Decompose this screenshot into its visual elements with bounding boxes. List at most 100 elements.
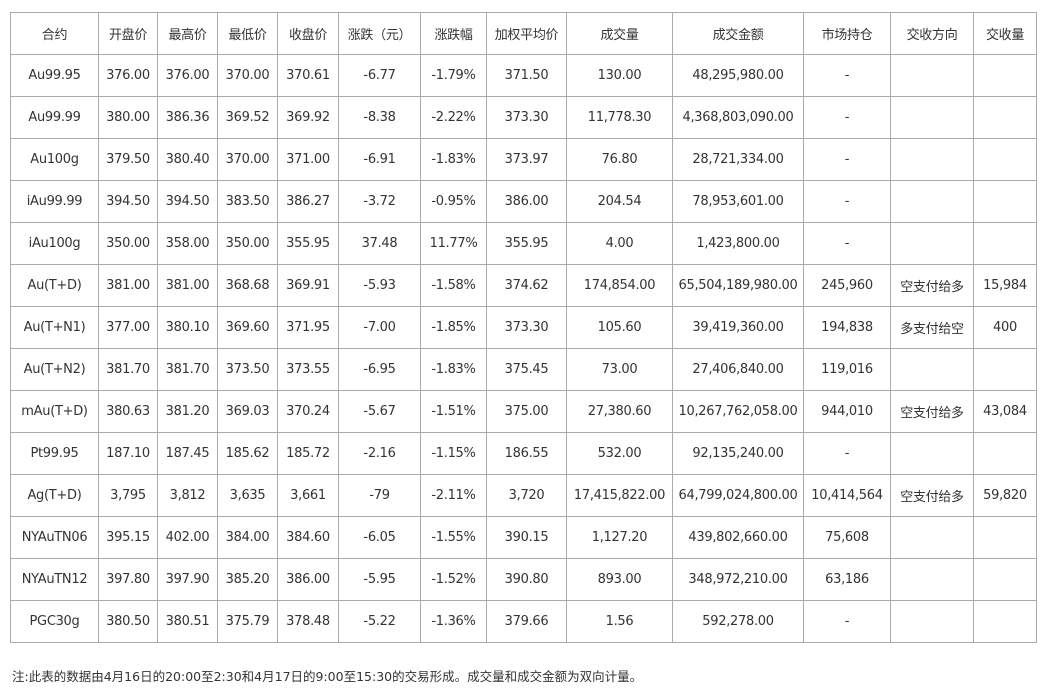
table-cell: 386.00	[486, 180, 567, 223]
table-cell: -6.95	[338, 348, 421, 391]
table-cell: NYAuTN06	[10, 516, 99, 559]
table-cell: 39,419,360.00	[672, 306, 804, 349]
table-cell: 394.50	[98, 180, 158, 223]
table-cell: 380.10	[157, 306, 218, 349]
table-cell: -1.55%	[420, 516, 487, 559]
table-cell: 386.36	[157, 96, 218, 139]
table-cell: NYAuTN12	[10, 558, 99, 601]
table-cell: -0.95%	[420, 180, 487, 223]
table-cell: 373.50	[217, 348, 278, 391]
table-cell: 11,778.30	[566, 96, 673, 139]
table-cell	[973, 180, 1037, 223]
table-cell: 78,953,601.00	[672, 180, 804, 223]
table-cell: -8.38	[338, 96, 421, 139]
table-cell: PGC30g	[10, 600, 99, 643]
table-cell: 28,721,334.00	[672, 138, 804, 181]
table-row: Au(T+D) 381.00 381.00 368.68 369.91 -5.93 -1.5…	[10, 264, 1037, 307]
table-cell: 370.00	[217, 54, 278, 97]
table-cell: 384.00	[217, 516, 278, 559]
table-cell: 386.27	[277, 180, 339, 223]
table-cell: 73.00	[566, 348, 673, 391]
table-cell: 370.61	[277, 54, 339, 97]
table-cell: 376.00	[157, 54, 218, 97]
header-cell: 最高价	[157, 12, 218, 55]
table-cell	[973, 96, 1037, 139]
table-cell: 374.62	[486, 264, 567, 307]
table-cell: -1.79%	[420, 54, 487, 97]
header-cell: 收盘价	[277, 12, 339, 55]
table-row: iAu100g 350.00 358.00 350.00 355.95 37.48 11.7…	[10, 222, 1037, 265]
table-cell	[973, 558, 1037, 601]
header-cell: 交收方向	[890, 12, 974, 55]
table-cell: Au(T+D)	[10, 264, 99, 307]
table-cell: 381.70	[98, 348, 158, 391]
table-cell: mAu(T+D)	[10, 390, 99, 433]
table-cell: 390.80	[486, 558, 567, 601]
table-cell: 380.50	[98, 600, 158, 643]
table-cell	[973, 600, 1037, 643]
table-cell: 373.30	[486, 306, 567, 349]
table-cell: -1.15%	[420, 432, 487, 475]
table-row: Au100g 379.50 380.40 370.00 371.00 -6.91 -1.83…	[10, 138, 1037, 181]
table-cell: 185.62	[217, 432, 278, 475]
header-cell: 市场持仓	[803, 12, 891, 55]
table-cell: 383.50	[217, 180, 278, 223]
table-cell	[890, 138, 974, 181]
header-cell: 涨跌幅	[420, 12, 487, 55]
table-cell	[890, 600, 974, 643]
table-cell: 空支付给多	[890, 474, 974, 517]
table-cell: 380.40	[157, 138, 218, 181]
table-cell: -6.91	[338, 138, 421, 181]
table-cell: 381.00	[157, 264, 218, 307]
header-cell: 开盘价	[98, 12, 158, 55]
table-cell: -1.58%	[420, 264, 487, 307]
table-cell: -1.85%	[420, 306, 487, 349]
table-cell: 381.70	[157, 348, 218, 391]
table-cell: 1,127.20	[566, 516, 673, 559]
table-cell: 380.63	[98, 390, 158, 433]
table-cell: 多支付给空	[890, 306, 974, 349]
table-cell: 375.79	[217, 600, 278, 643]
table-cell	[890, 348, 974, 391]
table-cell	[973, 54, 1037, 97]
table-row: Au99.95 376.00 376.00 370.00 370.61 -6.77 -1.7…	[10, 54, 1037, 97]
table-cell: 378.48	[277, 600, 339, 643]
table-cell: -1.83%	[420, 348, 487, 391]
table-cell: -	[803, 54, 891, 97]
table-cell: 348,972,210.00	[672, 558, 804, 601]
table-cell: 204.54	[566, 180, 673, 223]
table-cell: -5.93	[338, 264, 421, 307]
table-cell: 10,267,762,058.00	[672, 390, 804, 433]
table-cell: 390.15	[486, 516, 567, 559]
table-cell: 43,084	[973, 390, 1037, 433]
table-cell: -2.11%	[420, 474, 487, 517]
table-cell: 76.80	[566, 138, 673, 181]
table-cell: 350.00	[98, 222, 158, 265]
table-cell: 27,406,840.00	[672, 348, 804, 391]
table-cell: 379.50	[98, 138, 158, 181]
table-row: iAu99.99 394.50 394.50 383.50 386.27 -3.72 -0.…	[10, 180, 1037, 223]
table-cell	[973, 516, 1037, 559]
table-cell: Pt99.95	[10, 432, 99, 475]
table-cell: 130.00	[566, 54, 673, 97]
table-cell: 92,135,240.00	[672, 432, 804, 475]
header-cell: 交收量	[973, 12, 1037, 55]
table-cell: -5.22	[338, 600, 421, 643]
table-cell: Au(T+N2)	[10, 348, 99, 391]
table-row: NYAuTN06 395.15 402.00 384.00 384.60 -6.05 -1.…	[10, 516, 1037, 559]
table-cell: 397.80	[98, 558, 158, 601]
table-cell: 空支付给多	[890, 264, 974, 307]
table-cell: 65,504,189,980.00	[672, 264, 804, 307]
table-cell	[890, 96, 974, 139]
table-cell: 379.66	[486, 600, 567, 643]
table-cell: -6.77	[338, 54, 421, 97]
table-cell: 394.50	[157, 180, 218, 223]
table-cell: -2.22%	[420, 96, 487, 139]
table-cell: 371.00	[277, 138, 339, 181]
table-cell: -1.51%	[420, 390, 487, 433]
header-row: 合约 开盘价 最高价 最低价 收盘价 涨跌（元） 涨跌幅 加权平均价 成交量 成交金额 市场持仓 交收…	[10, 12, 1037, 55]
table-cell: 11.77%	[420, 222, 487, 265]
table-wrap: 合约 开盘价 最高价 最低价 收盘价 涨跌（元） 涨跌幅 加权平均价 成交量 成交金额 市场持仓 交收…	[10, 12, 1037, 643]
table-cell	[973, 138, 1037, 181]
